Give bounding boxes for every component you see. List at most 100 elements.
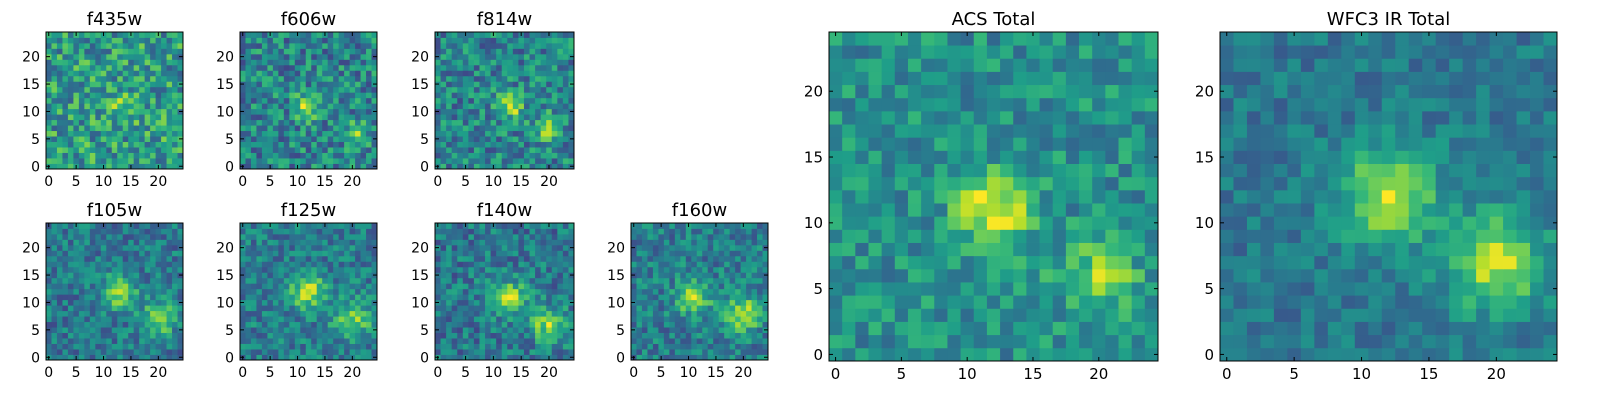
heatmap-cell xyxy=(62,310,69,317)
heatmap-cell xyxy=(960,295,975,309)
heatmap-cell xyxy=(67,136,74,142)
heatmap-cell xyxy=(473,119,480,126)
heatmap-cell xyxy=(652,349,659,355)
heatmap-cell xyxy=(518,86,525,93)
heatmap-cell xyxy=(479,250,486,257)
heatmap-cell xyxy=(322,158,329,164)
heatmap-cell xyxy=(546,283,553,290)
heatmap-cell xyxy=(562,53,569,60)
heatmap-cell xyxy=(245,141,252,148)
heatmap-cell xyxy=(289,250,296,257)
heatmap-cell xyxy=(62,108,69,115)
heatmap-cell xyxy=(529,294,536,301)
heatmap-cell xyxy=(300,53,307,60)
heatmap-cell xyxy=(311,119,318,126)
heatmap-cell xyxy=(322,244,329,251)
heatmap-cell xyxy=(327,244,334,251)
heatmap-cell xyxy=(669,288,676,295)
heatmap-cell xyxy=(316,310,323,317)
heatmap-cell xyxy=(894,282,909,296)
heatmap-cell xyxy=(479,239,486,246)
heatmap-cell xyxy=(685,310,692,317)
heatmap-cell xyxy=(468,294,475,301)
heatmap-cell xyxy=(95,125,102,132)
heatmap-cell xyxy=(267,294,274,301)
heatmap-cell xyxy=(1118,268,1133,283)
heatmap-cell xyxy=(485,163,491,170)
heatmap-cell xyxy=(518,272,525,279)
heatmap-cell xyxy=(305,32,312,38)
heatmap-cell xyxy=(73,294,80,301)
heatmap-cell xyxy=(435,288,441,295)
heatmap-cell xyxy=(636,266,643,273)
heatmap-cell xyxy=(529,32,536,38)
heatmap-cell xyxy=(294,103,301,110)
y-tick-label: 15 xyxy=(22,268,40,284)
heatmap-cell xyxy=(360,255,367,262)
heatmap-cell xyxy=(267,239,274,246)
heatmap-cell xyxy=(457,255,464,262)
heatmap-cell xyxy=(562,125,569,132)
heatmap-cell xyxy=(1000,308,1014,322)
heatmap-cell xyxy=(67,81,74,88)
heatmap-cell xyxy=(691,272,698,279)
heatmap-cell xyxy=(557,32,564,38)
heatmap-cell xyxy=(658,321,665,328)
heatmap-cell xyxy=(518,136,525,142)
heatmap-cell xyxy=(485,354,491,361)
heatmap-cell xyxy=(468,277,475,284)
heatmap-cell xyxy=(729,321,736,328)
heatmap-cell xyxy=(128,108,135,115)
heatmap-cell xyxy=(485,277,491,284)
heatmap-cell xyxy=(557,261,564,268)
heatmap-cell xyxy=(496,37,503,44)
heatmap-cell xyxy=(485,266,491,273)
heatmap-cell xyxy=(535,255,542,262)
heatmap-cell xyxy=(934,334,948,349)
axes-frame xyxy=(45,31,184,170)
heatmap-cell xyxy=(535,158,542,164)
heatmap-cell xyxy=(451,327,458,333)
heatmap-cell xyxy=(518,299,525,306)
heatmap-cell xyxy=(557,250,564,257)
heatmap-cell xyxy=(735,233,741,240)
heatmap-cell xyxy=(551,266,558,273)
heatmap-cell xyxy=(106,288,113,295)
heatmap-cell xyxy=(67,332,74,339)
heatmap-cell xyxy=(446,92,453,99)
heatmap-cell xyxy=(546,277,553,284)
heatmap-cell xyxy=(128,261,135,268)
heatmap-cell xyxy=(669,223,676,229)
heatmap-cell xyxy=(868,203,883,217)
heatmap-cell xyxy=(551,343,558,350)
heatmap-cell xyxy=(73,283,80,290)
heatmap-cell xyxy=(283,228,290,235)
heatmap-cell xyxy=(300,152,307,159)
heatmap-cell xyxy=(150,37,156,44)
heatmap-cell xyxy=(155,255,162,262)
heatmap-cell xyxy=(523,163,530,170)
heatmap-cell xyxy=(67,42,74,49)
heatmap-cell xyxy=(451,261,458,268)
heatmap-cell xyxy=(139,349,146,355)
heatmap-cell xyxy=(283,233,290,240)
heatmap-cell xyxy=(300,321,307,328)
heatmap-cell xyxy=(921,216,935,230)
heatmap-cell xyxy=(62,103,69,110)
heatmap-cell xyxy=(1092,347,1106,362)
heatmap-cell xyxy=(166,283,173,290)
heatmap-cell xyxy=(986,216,1001,230)
heatmap-cell xyxy=(1092,203,1106,217)
heatmap-cell xyxy=(1144,255,1159,270)
heatmap-cell xyxy=(440,70,447,77)
heatmap-cell xyxy=(724,244,731,251)
heatmap-cell xyxy=(128,244,135,251)
heatmap-cell xyxy=(746,283,752,290)
heatmap-cell xyxy=(150,244,156,251)
heatmap-cell xyxy=(245,255,252,262)
heatmap-cell xyxy=(327,354,334,361)
heatmap-cell xyxy=(272,97,279,104)
x-tick-label: 5 xyxy=(72,365,81,381)
heatmap-cell xyxy=(84,266,91,273)
heatmap-cell xyxy=(468,75,475,82)
